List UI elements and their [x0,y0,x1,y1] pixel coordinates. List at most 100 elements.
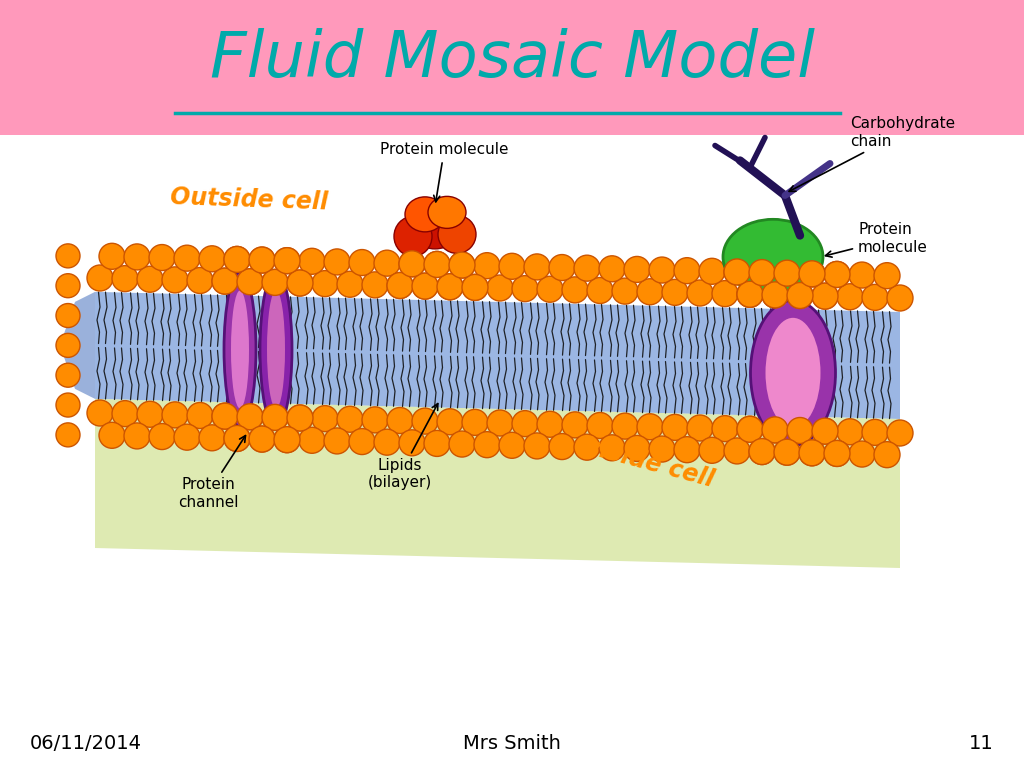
Text: Outside cell: Outside cell [170,185,329,215]
Circle shape [56,393,80,417]
Circle shape [549,254,575,280]
Circle shape [99,422,125,449]
Circle shape [887,285,913,311]
Circle shape [762,417,788,443]
Circle shape [774,260,800,286]
Ellipse shape [766,318,820,428]
Circle shape [174,245,200,271]
Circle shape [799,261,825,286]
Text: Mrs Smith: Mrs Smith [463,734,561,753]
Circle shape [162,402,188,428]
Circle shape [612,413,638,439]
Circle shape [237,269,263,295]
Circle shape [812,283,838,310]
Ellipse shape [260,272,292,427]
Circle shape [449,252,475,278]
Circle shape [399,251,425,276]
Circle shape [824,440,850,466]
Circle shape [749,260,775,286]
Circle shape [699,258,725,284]
Ellipse shape [409,204,461,249]
Circle shape [187,402,213,429]
Circle shape [462,409,488,435]
Circle shape [387,273,413,299]
Circle shape [262,405,288,430]
Circle shape [56,363,80,387]
Circle shape [662,280,688,306]
Circle shape [349,250,375,276]
Circle shape [549,434,575,459]
Text: 11: 11 [970,734,994,753]
Circle shape [412,408,438,434]
Circle shape [837,283,863,310]
Circle shape [724,259,750,285]
Circle shape [187,267,213,293]
Circle shape [387,408,413,433]
Circle shape [537,276,563,303]
Circle shape [762,282,788,308]
Polygon shape [60,292,95,399]
Circle shape [574,434,600,460]
Circle shape [212,268,238,294]
Circle shape [774,439,800,465]
Circle shape [499,432,525,458]
Circle shape [137,401,163,427]
Circle shape [237,404,263,430]
Circle shape [262,270,288,296]
Circle shape [824,261,850,287]
Circle shape [399,251,425,276]
Circle shape [487,410,513,436]
Circle shape [774,439,800,465]
Circle shape [56,303,80,327]
Circle shape [787,283,813,309]
Circle shape [824,261,850,287]
Text: Protein
molecule: Protein molecule [825,223,928,257]
Circle shape [237,269,263,295]
Circle shape [662,415,688,440]
Circle shape [699,437,725,463]
Circle shape [649,436,675,462]
Circle shape [737,281,763,307]
Circle shape [449,431,475,457]
Circle shape [799,261,825,286]
Text: Protein molecule: Protein molecule [380,142,509,202]
Circle shape [262,405,288,430]
Circle shape [87,265,113,291]
Circle shape [824,440,850,466]
Circle shape [749,439,775,465]
Circle shape [574,255,600,281]
Circle shape [150,244,175,270]
Circle shape [762,417,788,443]
Circle shape [174,424,200,450]
Circle shape [399,430,425,455]
Circle shape [524,254,550,280]
Text: Lipids
(bilayer): Lipids (bilayer) [368,404,438,491]
Circle shape [599,256,625,282]
Circle shape [287,405,313,431]
Circle shape [749,260,775,286]
Circle shape [624,257,650,283]
Circle shape [887,420,913,446]
Text: 06/11/2014: 06/11/2014 [30,734,142,753]
Circle shape [737,416,763,442]
Ellipse shape [224,272,256,427]
Circle shape [224,425,250,452]
Circle shape [150,423,175,449]
Circle shape [737,416,763,442]
Circle shape [874,263,900,289]
Circle shape [862,419,888,445]
Circle shape [199,425,225,451]
Circle shape [712,280,738,306]
Circle shape [674,437,700,462]
Circle shape [437,273,463,300]
Circle shape [799,261,825,286]
Circle shape [587,277,613,303]
Circle shape [374,429,400,455]
Circle shape [787,283,813,309]
Circle shape [762,282,788,308]
Ellipse shape [231,290,249,409]
Circle shape [637,414,663,440]
Circle shape [324,428,350,454]
Circle shape [587,412,613,439]
Circle shape [749,439,775,465]
